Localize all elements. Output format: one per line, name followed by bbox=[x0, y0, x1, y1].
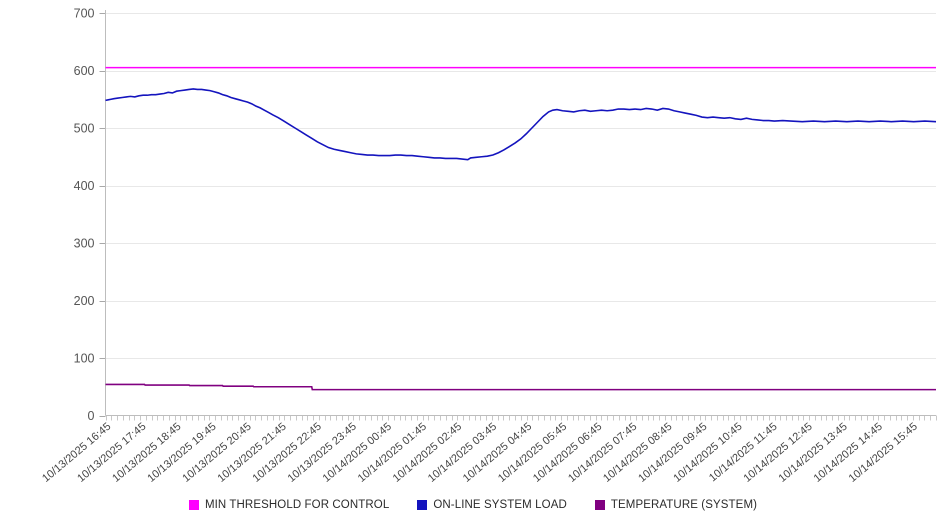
series-line-on-line-system-load bbox=[105, 88, 937, 161]
y-axis-ticks: 0 100 200 300 400 500 600 700 bbox=[74, 7, 106, 423]
legend-label: TEMPERATURE (SYSTEM) bbox=[610, 499, 758, 511]
y-tick-label: 600 bbox=[74, 64, 95, 78]
legend-item-temperature-system[interactable]: TEMPERATURE (SYSTEM) bbox=[594, 499, 758, 511]
legend-swatch-icon bbox=[594, 500, 605, 510]
y-tick-label: 300 bbox=[74, 237, 95, 251]
y-tick-label: 500 bbox=[74, 122, 95, 136]
x-axis-minor-ticks bbox=[106, 415, 937, 421]
y-tick-label: 700 bbox=[74, 7, 95, 21]
legend-swatch-icon bbox=[188, 500, 199, 510]
y-tick-label: 400 bbox=[74, 179, 95, 193]
y-tick-label: 0 bbox=[88, 409, 95, 423]
y-tick-label: 200 bbox=[74, 294, 95, 308]
legend-swatch-icon bbox=[417, 500, 428, 510]
legend-label: MIN THRESHOLD FOR CONTROL bbox=[204, 499, 390, 511]
legend-item-on-line-system-load[interactable]: ON-LINE SYSTEM LOAD bbox=[417, 499, 567, 511]
series-line-temperature-system bbox=[105, 383, 936, 391]
chart-legend: MIN THRESHOLD FOR CONTROL ON-LINE SYSTEM… bbox=[0, 494, 946, 516]
legend-label: ON-LINE SYSTEM LOAD bbox=[433, 499, 567, 511]
y-tick-label: 100 bbox=[74, 352, 95, 366]
gridlines bbox=[105, 13, 936, 359]
legend-item-min-threshold-for-control[interactable]: MIN THRESHOLD FOR CONTROL bbox=[188, 499, 390, 511]
data-series bbox=[105, 66, 937, 391]
